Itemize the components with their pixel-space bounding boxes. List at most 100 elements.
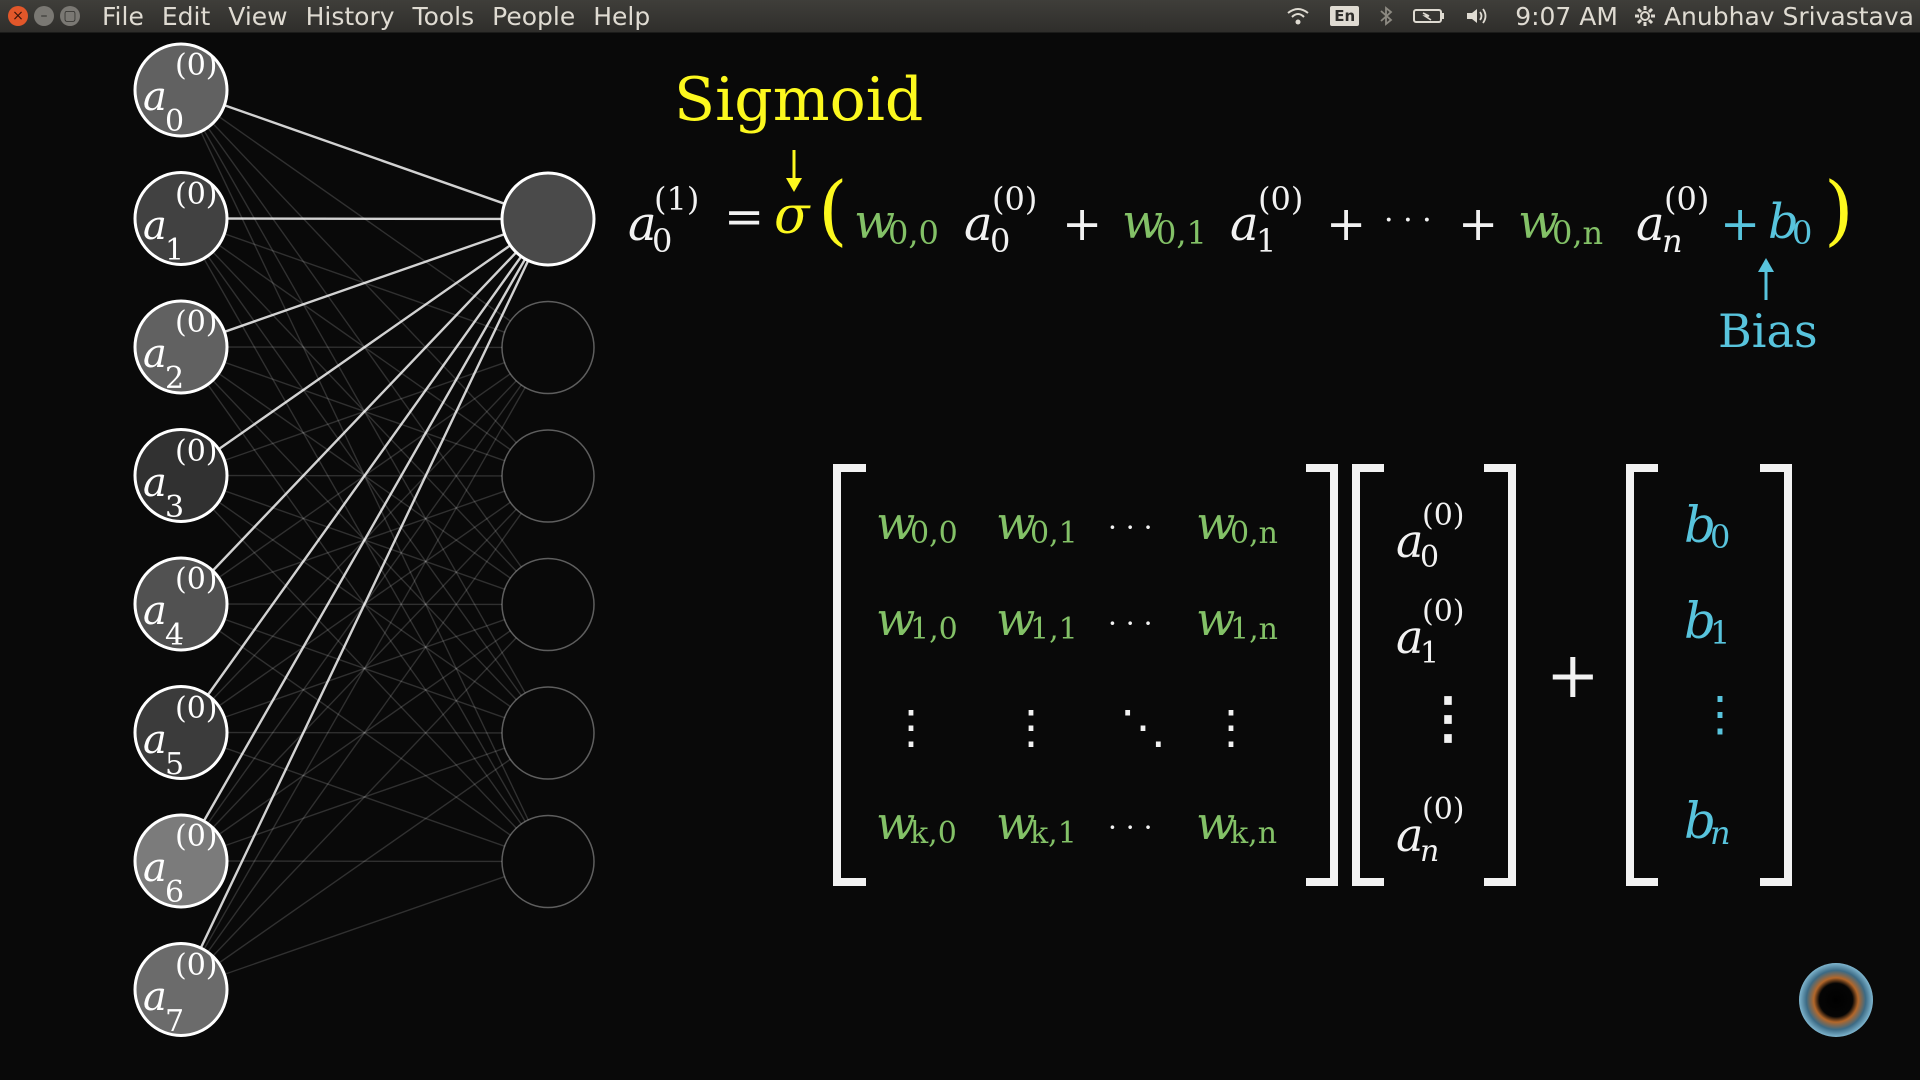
highlighted-edge-7 — [179, 218, 550, 991]
weight-entry-3-1: w — [996, 796, 1036, 850]
edge-6-4 — [180, 732, 549, 862]
weight-entry-sub-3-1: k,1 — [1030, 816, 1077, 851]
bias-entry-1: b — [1684, 592, 1717, 650]
activation-entry-sup-3: (0) — [1422, 792, 1465, 827]
edge-7-3 — [180, 604, 549, 990]
eq-plus-1: + — [1062, 196, 1103, 252]
keyboard-layout-badge: En — [1330, 6, 1360, 26]
maximize-window-button[interactable]: ▢ — [60, 6, 80, 26]
minimize-window-button[interactable]: – — [34, 6, 54, 26]
bias-entry-3: b — [1684, 792, 1717, 850]
activation-entry-sup-0: (0) — [1422, 498, 1465, 533]
activation-ellipsis: ⋮ — [1420, 685, 1476, 751]
menu-history[interactable]: History — [305, 1, 395, 31]
weight-entry-0-3: w — [1196, 496, 1236, 550]
weight-entry-1-0: w — [876, 592, 916, 646]
eq-an-sup: (0) — [1664, 180, 1710, 218]
bias-entry-0: b — [1684, 496, 1717, 554]
gear-icon[interactable] — [1634, 5, 1656, 27]
activation-entry-sub-3: n — [1420, 834, 1440, 869]
input-neuron-3 — [133, 428, 229, 523]
eq-close-paren: ) — [1824, 165, 1854, 254]
network-connections — [179, 88, 550, 991]
menu-bar: File Edit View History Tools People Help — [102, 2, 668, 31]
menu-help[interactable]: Help — [593, 1, 651, 31]
activation-entry-sup-1: (0) — [1422, 594, 1465, 629]
wifi-icon[interactable] — [1286, 6, 1310, 26]
activation-vector-left-bracket — [1352, 464, 1384, 886]
neural-network-diagram — [133, 42, 596, 1037]
weight-entry-sub-0-3: 0,n — [1230, 516, 1278, 551]
output-neuron-2 — [501, 429, 595, 523]
edge-4-4 — [180, 603, 549, 734]
matrix-dots: · · · — [1108, 511, 1153, 544]
edge-6-2 — [180, 475, 549, 862]
menu-people[interactable]: People — [492, 1, 576, 31]
eq-dots: · · · — [1384, 203, 1432, 238]
menu-file[interactable]: File — [102, 1, 144, 31]
bias-entry-sub-0: 0 — [1710, 518, 1731, 556]
highlighted-edge-3 — [180, 218, 549, 477]
bias-entry-sub-1: 1 — [1710, 614, 1731, 652]
eq-a1: a — [1230, 196, 1259, 252]
eq-a1-sup: (0) — [1258, 180, 1304, 218]
activation-entry-sub-0: 0 — [1420, 540, 1440, 575]
menu-edit[interactable]: Edit — [161, 1, 211, 31]
eq-a1-sub: 1 — [1256, 222, 1277, 260]
battery-icon[interactable] — [1413, 7, 1445, 25]
matrix-plus-sign: + — [1546, 639, 1600, 713]
edge-6-3 — [180, 603, 549, 862]
eq-w01-sub: 0,1 — [1156, 214, 1207, 252]
eq-sigma: σ — [774, 186, 810, 246]
highlighted-edge-0 — [180, 88, 549, 221]
close-window-button[interactable]: × — [8, 6, 28, 26]
eq-a0-sub: 0 — [990, 222, 1011, 260]
menu-view[interactable]: View — [228, 1, 288, 31]
eq-lhs-sup: (1) — [654, 180, 700, 218]
user-name[interactable]: Anubhav Srivastava — [1663, 1, 1914, 31]
bias-arrow-icon — [1758, 258, 1774, 300]
bluetooth-icon[interactable] — [1379, 6, 1393, 26]
input-neuron-1 — [133, 171, 229, 266]
matrix-ellipsis: ⋱ — [1120, 700, 1166, 754]
eq-a0: a — [964, 196, 993, 252]
output-neuron-5 — [501, 814, 595, 909]
clock[interactable]: 9:07 AM — [1515, 1, 1618, 31]
volume-icon[interactable] — [1465, 6, 1491, 26]
edge-7-1 — [180, 347, 549, 990]
weight-entry-sub-1-0: 1,0 — [910, 612, 958, 647]
weight-entry-sub-0-1: 0,1 — [1030, 516, 1078, 551]
eq-w00-sub: 0,0 — [888, 214, 939, 252]
webcam-eye-icon — [1799, 963, 1873, 1037]
weight-entry-0-0: w — [876, 496, 916, 550]
matrix-ellipsis: ⋮ — [888, 700, 934, 754]
bias-label: Bias — [1718, 304, 1818, 358]
eq-bias-sub: 0 — [1792, 214, 1813, 252]
menu-tools[interactable]: Tools — [412, 1, 475, 31]
output-layer — [500, 171, 596, 909]
eq-plus-bias: + — [1720, 196, 1761, 252]
activation-entry-0: a — [1396, 514, 1424, 568]
matrix-ellipsis: ⋮ — [1208, 700, 1254, 754]
weight-entry-sub-3-0: k,0 — [910, 816, 957, 851]
bias-vector-left-bracket — [1626, 464, 1658, 886]
eq-w01: w — [1122, 194, 1164, 250]
input-layer — [133, 42, 229, 1037]
matrix-dots: · · · — [1108, 607, 1153, 640]
output-neuron-4 — [501, 686, 595, 780]
input-neuron-5 — [133, 685, 229, 780]
keyboard-layout-indicator[interactable]: En — [1330, 6, 1360, 26]
eq-plus-2: + — [1326, 196, 1367, 252]
activation-entry-3: a — [1396, 808, 1424, 862]
input-neuron-4 — [133, 556, 229, 652]
weight-entry-sub-1-1: 1,1 — [1030, 612, 1078, 647]
matrix-dots: · · · — [1108, 811, 1153, 844]
input-neuron-7 — [133, 942, 229, 1037]
eq-w0n: w — [1518, 194, 1560, 250]
weight-matrix-left-bracket — [833, 464, 866, 886]
eq-lhs-base: a — [628, 196, 657, 252]
eq-bias: b — [1768, 194, 1799, 250]
input-neuron-2 — [133, 299, 229, 395]
bias-entry-sub-3: n — [1710, 814, 1731, 852]
